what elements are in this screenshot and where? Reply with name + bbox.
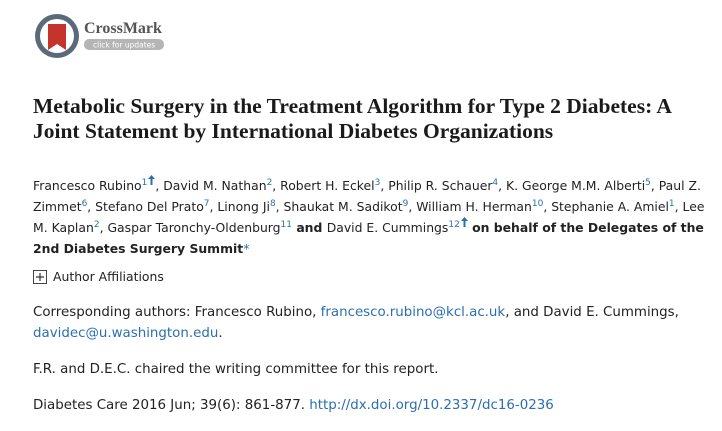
- affiliation-ref[interactable]: 1: [668, 199, 675, 209]
- note: F.R. and D.E.C. chaired the writing comm…: [33, 362, 439, 377]
- group-author: on behalf of the Delegates of the 2nd Di…: [33, 220, 704, 257]
- citation: Diabetes Care 2016 Jun; 39(6): 861-877. …: [33, 395, 703, 416]
- crossmark-action: click for updates: [93, 41, 155, 50]
- affiliation-ref[interactable]: 7: [203, 199, 210, 209]
- affiliations-label: Author Affiliations: [53, 269, 164, 284]
- affiliation-ref[interactable]: 6: [81, 199, 88, 209]
- affiliation-ref[interactable]: 5: [645, 178, 651, 188]
- expand-icon: [33, 269, 47, 284]
- author: David E. Cummings: [326, 220, 449, 236]
- author: , Philip R. Schauer: [380, 178, 493, 194]
- author: , Paul Z. Zimmet: [33, 178, 701, 215]
- email-link[interactable]: davidec@u.washington.edu: [33, 326, 219, 341]
- crossmark-badge[interactable]: CrossMark click for updates: [33, 12, 173, 62]
- affiliation-ref[interactable]: 12: [448, 220, 460, 231]
- author: , Lee M. Kaplan: [33, 199, 705, 236]
- correspondence-text: , and David E. Cummings,: [505, 305, 679, 320]
- conjunction: and: [292, 220, 327, 236]
- author: , Stephanie A. Amiel: [543, 199, 669, 215]
- affiliation-ref[interactable]: 1: [141, 178, 148, 188]
- author: Francesco Rubino: [33, 178, 142, 194]
- article-title: Metabolic Surgery in the Treatment Algor…: [33, 94, 671, 143]
- author: , Linong Ji: [209, 199, 270, 215]
- affiliations-toggle[interactable]: Author Affiliations: [33, 269, 164, 284]
- affiliation-ref[interactable]: 9: [402, 199, 409, 209]
- corresponding-icon: [148, 175, 156, 185]
- footnote-ref[interactable]: *: [243, 241, 250, 257]
- crossmark-ribbon: [48, 24, 66, 50]
- citation-text: Diabetes Care 2016 Jun; 39(6): 861-877.: [33, 398, 310, 413]
- crossmark-pill: [84, 39, 164, 50]
- correspondence-text: .: [218, 326, 223, 341]
- author: , K. George M.M. Alberti: [498, 178, 646, 194]
- affiliation-ref[interactable]: 3: [374, 178, 381, 188]
- author: , William H. Herman: [408, 199, 532, 215]
- affiliation-ref[interactable]: 8: [269, 199, 276, 209]
- doi-link[interactable]: http://dx.doi.org/10.2337/dc16-0236: [309, 398, 554, 413]
- author-list: Francesco Rubino1, David M. Nathan2, Rob…: [33, 175, 708, 259]
- corresponding-icon: [460, 217, 468, 228]
- affiliation-ref[interactable]: 4: [492, 178, 499, 188]
- affiliation-ref[interactable]: 11: [280, 220, 292, 231]
- author: , Gaspar Taronchy-Oldenburg: [99, 220, 281, 236]
- affiliation-ref[interactable]: 2: [93, 220, 100, 231]
- crossmark-label: CrossMark: [84, 20, 162, 37]
- author: , Robert H. Eckel: [272, 178, 375, 194]
- author: , Stefano Del Prato: [87, 199, 204, 215]
- author: , David M. Nathan: [155, 178, 267, 194]
- affiliation-ref[interactable]: 10: [531, 199, 544, 209]
- correspondence: Corresponding authors: Francesco Rubino,…: [33, 302, 703, 344]
- correspondence-text: Corresponding authors: Francesco Rubino,: [33, 305, 321, 320]
- affiliation-ref[interactable]: 2: [266, 178, 273, 188]
- author: , Shaukat M. Sadikot: [275, 199, 403, 215]
- email-link[interactable]: francesco.rubino@kcl.ac.uk: [320, 305, 506, 320]
